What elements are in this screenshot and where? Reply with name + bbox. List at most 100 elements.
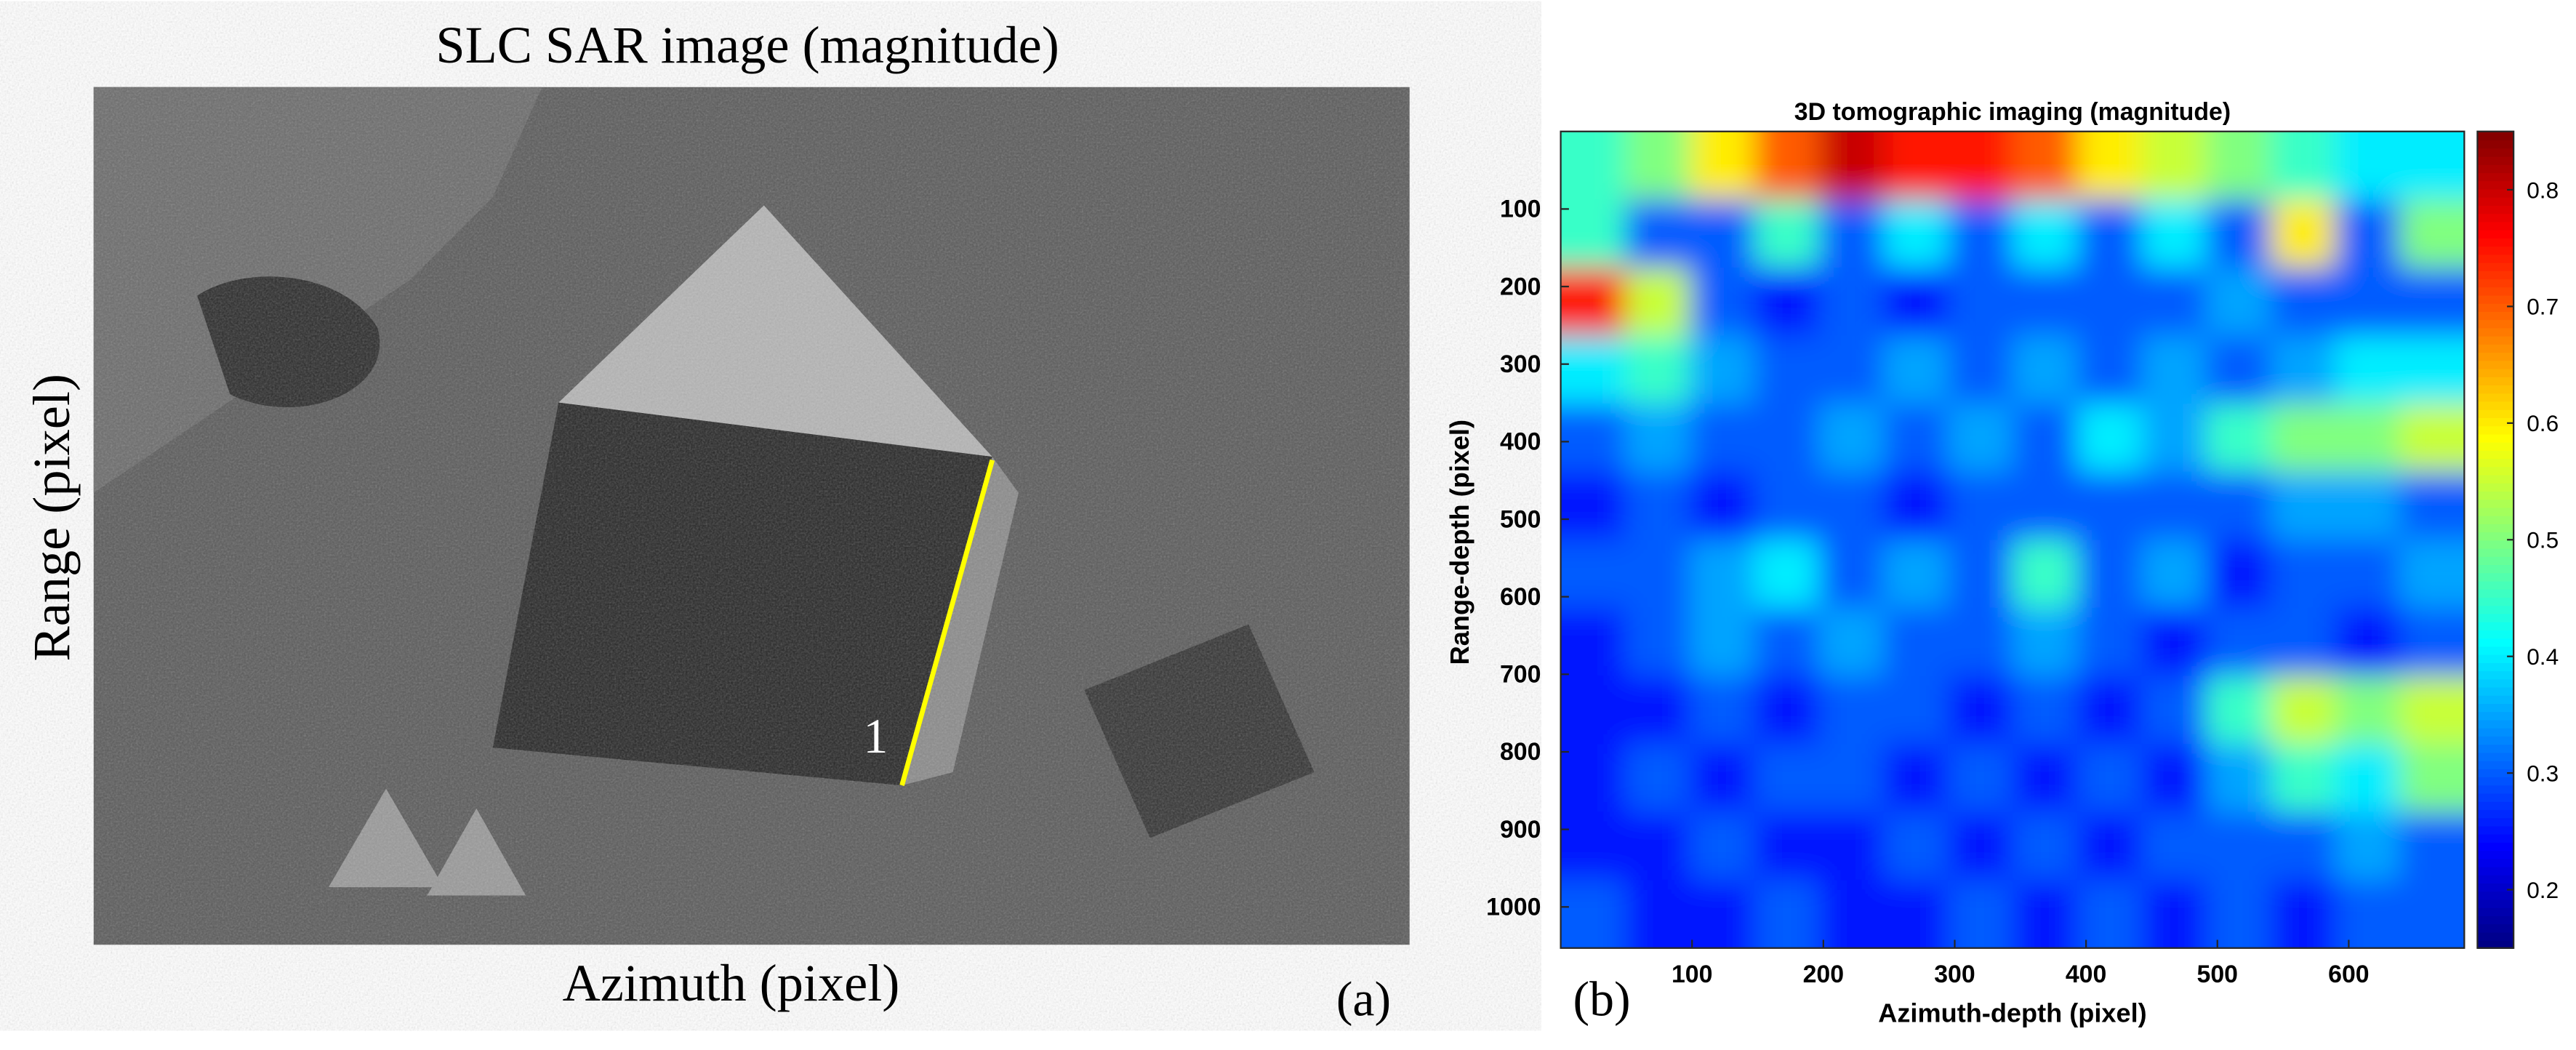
heatmap-cell bbox=[2141, 267, 2207, 337]
colorbar-band bbox=[2477, 874, 2514, 884]
colorbar-band bbox=[2477, 441, 2514, 451]
heatmap-cell bbox=[2077, 540, 2143, 609]
heatmap-cell bbox=[2077, 404, 2143, 473]
heatmap-cell bbox=[1883, 811, 1949, 881]
colorbar-band bbox=[2477, 254, 2514, 263]
colorbar-band bbox=[2477, 629, 2514, 639]
colorbar-band bbox=[2477, 368, 2514, 377]
heatmap-cell bbox=[1818, 267, 1885, 337]
heatmap-cell bbox=[2077, 131, 2143, 201]
colorbar-tick-label: 0.4 bbox=[2527, 644, 2559, 670]
heatmap-cell bbox=[2335, 744, 2401, 813]
colorbar-band bbox=[2477, 776, 2514, 786]
heatmap-cell bbox=[1818, 199, 1885, 269]
heatmap-cell bbox=[1754, 404, 1820, 473]
heatmap-cell bbox=[2399, 744, 2465, 813]
heatmap-cell bbox=[2012, 199, 2078, 269]
image-x-label: Azimuth (pixel) bbox=[563, 954, 900, 1012]
heatmap-cell bbox=[2399, 471, 2465, 541]
heatmap-cell bbox=[2399, 131, 2465, 201]
colorbar-band bbox=[2477, 278, 2514, 288]
heatmap-cell bbox=[2399, 335, 2465, 405]
colorbar-band bbox=[2477, 302, 2514, 312]
heatmap-cell bbox=[1625, 880, 1691, 948]
heatmap-cell bbox=[2335, 131, 2401, 201]
heatmap-cell bbox=[2271, 811, 2336, 881]
heatmap-cell bbox=[2012, 540, 2078, 609]
colorbar-band bbox=[2477, 744, 2514, 753]
heatmap-cell bbox=[1883, 607, 1949, 677]
heatmap-cell bbox=[2077, 199, 2143, 269]
colorbar-band bbox=[2477, 343, 2514, 353]
colorbar-band bbox=[2477, 662, 2514, 672]
heatmap-cell bbox=[2141, 404, 2207, 473]
heatmap-cell bbox=[1560, 471, 1626, 541]
plot-frame bbox=[1560, 130, 2465, 949]
colorbar-band bbox=[2477, 196, 2514, 206]
heatmap-cell bbox=[2335, 607, 2401, 677]
heatmap-cell bbox=[2271, 676, 2336, 745]
heatmap-cell bbox=[1690, 131, 1756, 201]
heatmap-cell bbox=[2335, 199, 2401, 269]
heatmap-cell bbox=[1754, 811, 1820, 881]
heatmap-cell bbox=[1690, 404, 1756, 473]
y-tick-label: 900 bbox=[1500, 816, 1541, 843]
heatmap-cell bbox=[1690, 744, 1756, 813]
y-tick-label: 700 bbox=[1500, 661, 1541, 689]
colorbar-band bbox=[2477, 360, 2514, 369]
colorbar-band bbox=[2477, 596, 2514, 606]
heatmap-cell bbox=[1818, 744, 1885, 813]
heatmap-cell bbox=[1883, 676, 1949, 745]
heatmap-cell bbox=[2077, 676, 2143, 745]
panel-label: (b) bbox=[1573, 971, 1631, 1026]
heatmap-cell bbox=[2399, 199, 2465, 269]
colorbar-band bbox=[2477, 564, 2514, 574]
colorbar-band bbox=[2477, 556, 2514, 566]
heatmap-cell bbox=[2206, 607, 2272, 677]
heatmap-cell bbox=[2335, 880, 2401, 948]
annotation: 1 bbox=[863, 709, 888, 764]
colorbar-band bbox=[2477, 327, 2514, 337]
heatmap-cell bbox=[2012, 267, 2078, 337]
x-tick-label: 500 bbox=[2196, 961, 2238, 988]
heatmap-cell bbox=[1625, 540, 1691, 609]
colorbar-band bbox=[2477, 351, 2514, 361]
colorbar-band bbox=[2477, 638, 2514, 647]
heatmap-cell bbox=[2141, 744, 2207, 813]
colorbar-band bbox=[2477, 923, 2514, 933]
colorbar-band bbox=[2477, 507, 2514, 516]
heatmap-cell bbox=[1754, 676, 1820, 745]
heatmap-cell bbox=[1818, 811, 1885, 881]
heatmap-cell bbox=[1690, 811, 1756, 881]
heatmap-cell bbox=[2399, 880, 2465, 948]
heatmap-cell bbox=[2335, 404, 2401, 473]
heatmap-cell bbox=[1560, 267, 1626, 337]
heatmap-cell bbox=[1690, 676, 1756, 745]
heatmap-cell bbox=[2335, 676, 2401, 745]
heatmap-cell bbox=[2206, 404, 2272, 473]
colorbar-band bbox=[2477, 939, 2514, 949]
heatmap-cell bbox=[1883, 471, 1949, 541]
heatmap-cell bbox=[1754, 199, 1820, 269]
heatmap-cell bbox=[2141, 199, 2207, 269]
heatmap-cell bbox=[1690, 335, 1756, 405]
colorbar-band bbox=[2477, 825, 2514, 835]
axes: 100 200 300 400 500 600 100 200 300 400 500 600 700 8… bbox=[1486, 196, 2370, 989]
heatmap-cell bbox=[2335, 540, 2401, 609]
heatmap-cell bbox=[2077, 471, 2143, 541]
colorbar-band bbox=[2477, 213, 2514, 223]
heatmap-cell bbox=[1625, 131, 1691, 201]
colorbar-band bbox=[2477, 841, 2514, 851]
colorbar-band bbox=[2477, 482, 2514, 492]
heatmap-cell bbox=[1625, 676, 1691, 745]
heatmap bbox=[1560, 131, 2465, 948]
heatmap-cell bbox=[2271, 607, 2336, 677]
colorbar-band bbox=[2477, 694, 2514, 704]
heatmap-cell bbox=[1948, 471, 2014, 541]
colorbar-band bbox=[2477, 572, 2514, 582]
colorbar-band bbox=[2477, 384, 2514, 394]
colorbar-band bbox=[2477, 711, 2514, 721]
heatmap-cell bbox=[1883, 744, 1949, 813]
heatmap-cell bbox=[2012, 471, 2078, 541]
heatmap-cell bbox=[2206, 744, 2272, 813]
